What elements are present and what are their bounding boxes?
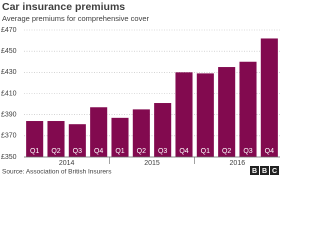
- source: Source: Association of British Insurers: [2, 169, 112, 176]
- group-label: 2016: [230, 160, 246, 167]
- bar: [154, 103, 172, 157]
- bar: [132, 109, 150, 157]
- bar: [111, 117, 129, 157]
- logo-box: [260, 166, 269, 175]
- bar: [175, 72, 193, 157]
- logo-letter: B: [262, 168, 267, 175]
- x-tick-label: Q1: [115, 148, 124, 155]
- x-tick-label: Q2: [51, 148, 60, 155]
- logo-letter: B: [252, 168, 257, 175]
- x-tick-label: Q2: [137, 148, 146, 155]
- y-tick-label: £370: [1, 133, 17, 140]
- logo-box: [250, 166, 259, 175]
- chart: Car insurance premiums Average premiums …: [1, 1, 280, 176]
- bar: [26, 121, 44, 157]
- group-label: 2015: [144, 160, 160, 167]
- page: Car insurance premiums Average premiums …: [1, 0, 280, 176]
- x-tick-label: Q4: [94, 148, 103, 155]
- x-tick-label: Q3: [158, 148, 167, 155]
- x-tick-label: Q1: [30, 148, 39, 155]
- x-tick-label: Q3: [243, 148, 252, 155]
- logo-box: [270, 166, 279, 175]
- bar: [218, 67, 236, 157]
- group-label: 2014: [59, 160, 75, 167]
- bar: [47, 121, 65, 157]
- bar: [68, 124, 86, 157]
- y-tick-label: £390: [1, 112, 17, 119]
- x-tick-label: Q4: [265, 148, 274, 155]
- x-tick-label: Q4: [179, 148, 188, 155]
- logo-letter: C: [272, 168, 277, 175]
- bar: [239, 61, 257, 157]
- chart-title: Car insurance premiums: [2, 1, 125, 13]
- bar: [196, 73, 214, 157]
- y-tick-label: £410: [1, 90, 17, 97]
- bar: [90, 107, 108, 157]
- x-tick-label: Q1: [201, 148, 210, 155]
- y-tick-label: £450: [1, 48, 17, 55]
- chart-subtitle: Average premiums for comprehensive cover: [2, 14, 150, 23]
- y-tick-label: £350: [1, 154, 17, 161]
- y-tick-label: £430: [1, 69, 17, 76]
- y-tick-label: £470: [1, 27, 17, 34]
- x-tick-label: Q2: [222, 148, 231, 155]
- bar: [260, 38, 278, 157]
- x-tick-label: Q3: [73, 148, 82, 155]
